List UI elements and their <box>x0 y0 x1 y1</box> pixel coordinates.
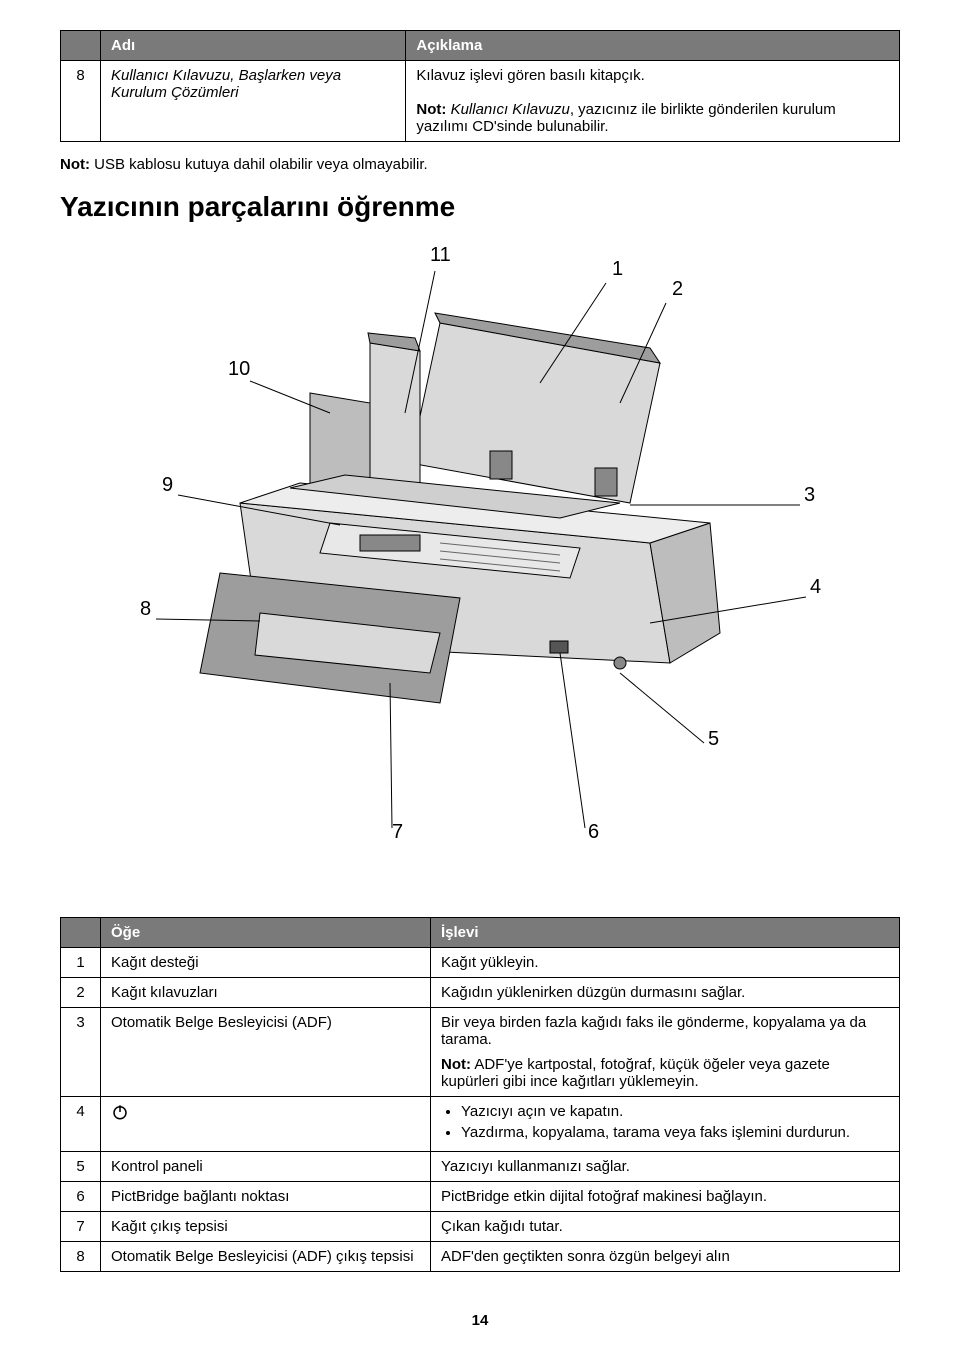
row-num: 2 <box>61 978 101 1008</box>
note-italic: Kullanıcı Kılavuzu <box>451 101 570 118</box>
usb-note-label: Not: <box>60 156 90 173</box>
bullet-item: Yazdırma, kopyalama, tarama veya faks iş… <box>461 1124 889 1141</box>
svg-text:5: 5 <box>708 728 719 750</box>
table-row: 5Kontrol paneliYazıcıyı kullanmanızı sağ… <box>61 1152 900 1182</box>
row-item <box>101 1097 431 1152</box>
svg-text:10: 10 <box>228 358 250 380</box>
bullet-item: Yazıcıyı açın ve kapatın. <box>461 1103 889 1120</box>
row-func: Kağıdın yüklenirken düzgün durmasını sağ… <box>431 978 900 1008</box>
svg-text:6: 6 <box>588 821 599 843</box>
row-func: Bir veya birden fazla kağıdı faks ile gö… <box>431 1008 900 1097</box>
row-num: 8 <box>61 61 101 142</box>
row-item: Otomatik Belge Besleyicisi (ADF) <box>101 1008 431 1097</box>
row-num: 6 <box>61 1182 101 1212</box>
table-row: 2Kağıt kılavuzlarıKağıdın yüklenirken dü… <box>61 978 900 1008</box>
table-row: 1Kağıt desteğiKağıt yükleyin. <box>61 948 900 978</box>
row-func: Çıkan kağıdı tutar. <box>431 1212 900 1242</box>
table-row: 6PictBridge bağlantı noktasıPictBridge e… <box>61 1182 900 1212</box>
col-header-name: Adı <box>101 31 406 61</box>
svg-text:4: 4 <box>810 576 821 598</box>
row-func: ADF'den geçtikten sonra özgün belgeyi al… <box>431 1242 900 1272</box>
svg-text:3: 3 <box>804 484 815 506</box>
col-spacer <box>61 31 101 61</box>
row-func: Kağıt yükleyin. <box>431 948 900 978</box>
col-num <box>61 918 101 948</box>
row-item: Otomatik Belge Besleyicisi (ADF) çıkış t… <box>101 1242 431 1272</box>
row-item: Kağıt kılavuzları <box>101 978 431 1008</box>
col-header-desc: Açıklama <box>406 31 900 61</box>
power-icon <box>111 1103 129 1121</box>
table-row: 7Kağıt çıkış tepsisiÇıkan kağıdı tutar. <box>61 1212 900 1242</box>
desc-text: Kılavuz işlevi gören basılı kitapçık. <box>416 67 644 84</box>
table-row: 8Otomatik Belge Besleyicisi (ADF) çıkış … <box>61 1242 900 1272</box>
svg-text:1: 1 <box>612 258 623 280</box>
printer-diagram: 1 2 3 4 5 6 7 8 9 10 11 <box>60 243 900 883</box>
row-item: Kağıt çıkış tepsisi <box>101 1212 431 1242</box>
svg-text:11: 11 <box>430 244 451 266</box>
row-item: Kontrol paneli <box>101 1152 431 1182</box>
note-label: Not: <box>416 101 446 118</box>
table-row: 3Otomatik Belge Besleyicisi (ADF)Bir vey… <box>61 1008 900 1097</box>
svg-text:2: 2 <box>672 278 683 300</box>
svg-text:9: 9 <box>162 474 173 496</box>
row-item: PictBridge bağlantı noktası <box>101 1182 431 1212</box>
row-num: 1 <box>61 948 101 978</box>
table-row: 4 Yazıcıyı açın ve kapatın. Yazdırma, kopy… <box>61 1097 900 1152</box>
usb-note: Not: USB kablosu kutuya dahil olabilir v… <box>60 156 900 173</box>
section-title: Yazıcının parçalarını öğrenme <box>60 191 900 223</box>
row-func: Yazıcıyı açın ve kapatın. Yazdırma, kopya… <box>431 1097 900 1152</box>
svg-text:8: 8 <box>140 598 151 620</box>
row-desc: Kılavuz işlevi gören basılı kitapçık. No… <box>406 61 900 142</box>
spec-table-1: Adı Açıklama 8 Kullanıcı Kılavuzu, Başla… <box>60 30 900 142</box>
row-name: Kullanıcı Kılavuzu, Başlarken veya Kurul… <box>101 61 406 142</box>
row-func: PictBridge etkin dijital fotoğraf makine… <box>431 1182 900 1212</box>
row-num: 5 <box>61 1152 101 1182</box>
row-num: 3 <box>61 1008 101 1097</box>
spec-table-2: Öğe İşlevi 1Kağıt desteğiKağıt yükleyin.… <box>60 917 900 1272</box>
col-item: Öğe <box>101 918 431 948</box>
svg-text:7: 7 <box>392 821 403 843</box>
row-num: 4 <box>61 1097 101 1152</box>
page-number: 14 <box>60 1312 900 1329</box>
row-num: 7 <box>61 1212 101 1242</box>
col-func: İşlevi <box>431 918 900 948</box>
row-item: Kağıt desteği <box>101 948 431 978</box>
table-row: 8 Kullanıcı Kılavuzu, Başlarken veya Kur… <box>61 61 900 142</box>
row-func: Yazıcıyı kullanmanızı sağlar. <box>431 1152 900 1182</box>
usb-note-text: USB kablosu kutuya dahil olabilir veya o… <box>94 156 428 173</box>
row-num: 8 <box>61 1242 101 1272</box>
